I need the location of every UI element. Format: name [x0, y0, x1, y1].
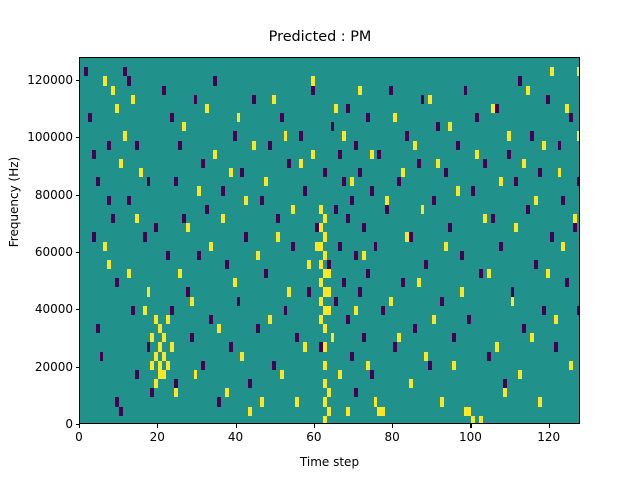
y-tick-mark — [75, 251, 79, 254]
x-tick-mark — [235, 424, 237, 428]
x-tick-mark — [79, 424, 81, 428]
x-tick-label: 80 — [384, 430, 400, 444]
x-tick-label: 60 — [306, 430, 322, 444]
heatmap-image — [80, 58, 579, 423]
y-tick-mark — [75, 309, 79, 311]
x-tick-label: 0 — [75, 430, 83, 444]
x-tick-mark — [470, 424, 472, 428]
x-axis-label: Time step — [299, 455, 360, 469]
y-tick-label: 20000 — [34, 359, 73, 374]
x-tick-mark — [548, 424, 550, 428]
y-tick-mark — [75, 366, 79, 368]
y-tick-label: 60000 — [34, 244, 73, 259]
y-tick-mark — [75, 79, 79, 82]
x-tick-label: 40 — [227, 430, 244, 444]
heatmap-axes[interactable] — [79, 57, 580, 424]
y-tick-mark — [75, 424, 79, 426]
y-tick-label: 80000 — [34, 187, 73, 202]
y-tick-label: 120000 — [27, 72, 73, 87]
x-tick-label: 100 — [458, 430, 482, 444]
y-tick-label: 40000 — [34, 302, 73, 317]
x-tick-mark — [313, 424, 315, 428]
y-tick-mark — [75, 137, 79, 139]
y-tick-label: 100000 — [27, 130, 73, 145]
page-title: Predicted : PM — [268, 29, 372, 45]
x-tick-mark — [392, 424, 394, 428]
x-tick-label: 20 — [149, 430, 165, 444]
x-tick-label: 120 — [537, 430, 561, 444]
y-tick-mark — [75, 194, 79, 196]
y-tick-label: 0 — [65, 417, 73, 431]
x-tick-mark — [157, 424, 159, 428]
